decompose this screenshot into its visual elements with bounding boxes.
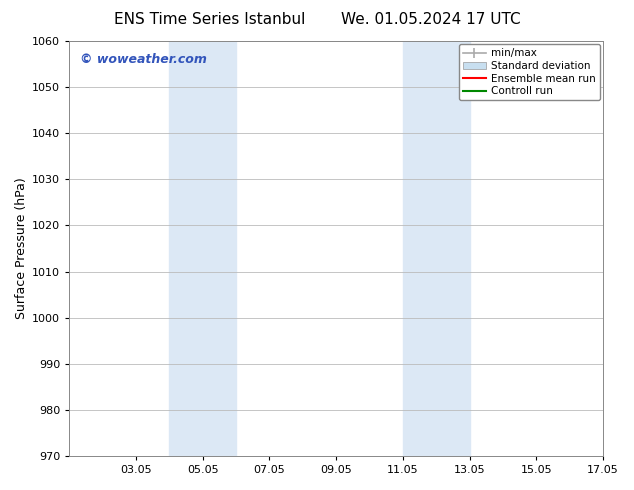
- Text: ENS Time Series Istanbul: ENS Time Series Istanbul: [113, 12, 305, 27]
- Text: We. 01.05.2024 17 UTC: We. 01.05.2024 17 UTC: [341, 12, 521, 27]
- Legend: min/max, Standard deviation, Ensemble mean run, Controll run: min/max, Standard deviation, Ensemble me…: [459, 44, 600, 100]
- Bar: [169, 41, 236, 456]
- Y-axis label: Surface Pressure (hPa): Surface Pressure (hPa): [15, 178, 28, 319]
- Bar: [403, 41, 470, 456]
- Text: © woweather.com: © woweather.com: [80, 53, 207, 67]
